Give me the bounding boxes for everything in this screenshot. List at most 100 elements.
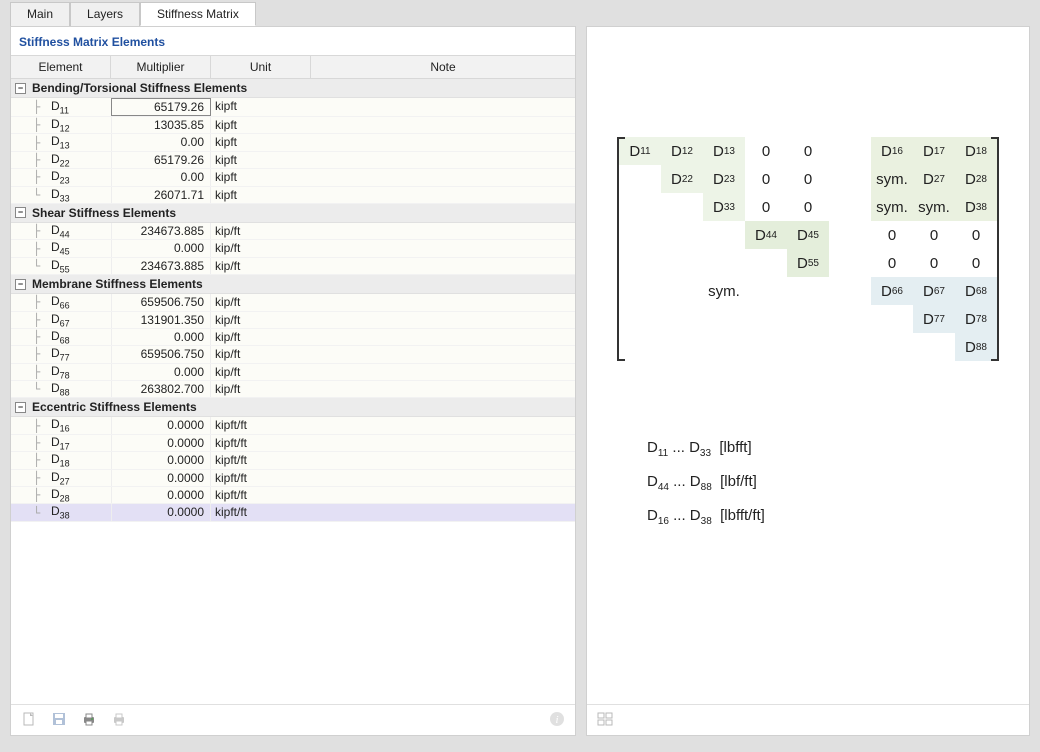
tab-main[interactable]: Main	[10, 2, 70, 26]
note-cell[interactable]	[311, 134, 575, 150]
save-button	[47, 709, 71, 731]
multiplier-cell[interactable]: 13035.85	[111, 117, 211, 133]
matrix-cell	[745, 333, 787, 361]
element-label: D12	[51, 117, 70, 133]
matrix-cell: 0	[913, 249, 955, 277]
multiplier-cell[interactable]: 0.0000	[111, 435, 211, 451]
group-row[interactable]: −Membrane Stiffness Elements	[11, 275, 575, 294]
unit-cell: kipft	[211, 117, 311, 133]
multiplier-cell[interactable]: 65179.26	[111, 98, 211, 116]
table-row[interactable]: ├D2265179.26kipft	[11, 152, 575, 169]
matrix-cell	[619, 221, 661, 249]
matrix-cell	[871, 333, 913, 361]
grid-body[interactable]: −Bending/Torsional Stiffness Elements├D1…	[11, 79, 575, 704]
table-row[interactable]: ├D280.0000kipft/ft	[11, 487, 575, 504]
matrix-cell	[829, 333, 871, 361]
collapse-icon[interactable]: −	[15, 279, 26, 290]
unit-cell: kipft/ft	[211, 487, 311, 503]
note-cell[interactable]	[311, 470, 575, 486]
matrix-cell: D28	[955, 165, 997, 193]
table-row[interactable]: ├D680.000kip/ft	[11, 329, 575, 346]
multiplier-cell[interactable]: 131901.350	[111, 312, 211, 328]
table-row[interactable]: ├D130.00kipft	[11, 134, 575, 151]
multiplier-cell[interactable]: 0.00	[111, 134, 211, 150]
note-cell[interactable]	[311, 187, 575, 203]
multiplier-cell[interactable]: 0.00	[111, 169, 211, 185]
multiplier-cell[interactable]: 0.0000	[111, 487, 211, 503]
table-row[interactable]: ├D1213035.85kipft	[11, 117, 575, 134]
table-row[interactable]: ├D180.0000kipft/ft	[11, 452, 575, 469]
table-row[interactable]: ├D66659506.750kip/ft	[11, 294, 575, 311]
collapse-icon[interactable]: −	[15, 402, 26, 413]
print-button[interactable]	[77, 709, 101, 731]
note-cell[interactable]	[311, 417, 575, 433]
group-row[interactable]: −Shear Stiffness Elements	[11, 204, 575, 223]
collapse-icon[interactable]: −	[15, 83, 26, 94]
collapse-icon[interactable]: −	[15, 207, 26, 218]
legend-row: D16 ... D38 [lbfft/ft]	[647, 499, 999, 533]
table-row[interactable]: ├D450.000kip/ft	[11, 240, 575, 257]
group-row[interactable]: −Bending/Torsional Stiffness Elements	[11, 79, 575, 98]
matrix-cell	[619, 249, 661, 277]
matrix-cell	[703, 221, 745, 249]
left-panel: Stiffness Matrix Elements Element Multip…	[10, 26, 576, 736]
note-cell[interactable]	[311, 117, 575, 133]
note-cell[interactable]	[311, 169, 575, 185]
multiplier-cell[interactable]: 0.000	[111, 364, 211, 380]
note-cell[interactable]	[311, 346, 575, 362]
multiplier-cell[interactable]: 659506.750	[111, 346, 211, 362]
element-label: D18	[51, 452, 70, 468]
note-cell[interactable]	[311, 452, 575, 468]
note-cell[interactable]	[311, 152, 575, 168]
multiplier-cell[interactable]: 0.0000	[111, 470, 211, 486]
matrix-cell: D33	[703, 193, 745, 221]
unit-cell: kip/ft	[211, 364, 311, 380]
note-cell[interactable]	[311, 294, 575, 310]
table-row[interactable]: ├D780.000kip/ft	[11, 364, 575, 381]
multiplier-cell[interactable]: 26071.71	[111, 187, 211, 203]
table-row[interactable]: ├D77659506.750kip/ft	[11, 346, 575, 363]
note-cell[interactable]	[311, 504, 575, 520]
note-cell[interactable]	[311, 364, 575, 380]
matrix-cell: sym.	[913, 193, 955, 221]
table-row[interactable]: ├D170.0000kipft/ft	[11, 435, 575, 452]
table-row[interactable]: ├D67131901.350kip/ft	[11, 312, 575, 329]
table-row[interactable]: └D55234673.885kip/ft	[11, 258, 575, 275]
info-button: i	[545, 709, 569, 731]
matrix-cell	[703, 333, 745, 361]
multiplier-cell[interactable]: 659506.750	[111, 294, 211, 310]
table-row[interactable]: ├D160.0000kipft/ft	[11, 417, 575, 434]
element-label: D78	[51, 364, 70, 380]
note-cell[interactable]	[311, 240, 575, 256]
multiplier-cell[interactable]: 0.0000	[111, 452, 211, 468]
multiplier-cell[interactable]: 263802.700	[111, 381, 211, 397]
right-panel: D11D12D1300D16D17D18D22D2300sym.D27D28D3…	[586, 26, 1030, 736]
tab-layers[interactable]: Layers	[70, 2, 140, 26]
note-cell[interactable]	[311, 435, 575, 451]
multiplier-cell[interactable]: 65179.26	[111, 152, 211, 168]
table-row[interactable]: ├D270.0000kipft/ft	[11, 470, 575, 487]
multiplier-cell[interactable]: 234673.885	[111, 258, 211, 274]
note-cell[interactable]	[311, 329, 575, 345]
note-cell[interactable]	[311, 98, 575, 116]
legend-row: D44 ... D88 [lbf/ft]	[647, 465, 999, 499]
multiplier-cell[interactable]: 0.000	[111, 240, 211, 256]
multiplier-cell[interactable]: 0.000	[111, 329, 211, 345]
table-row[interactable]: ├D1165179.26kipft	[11, 98, 575, 117]
group-row[interactable]: −Eccentric Stiffness Elements	[11, 398, 575, 417]
table-row[interactable]: └D88263802.700kip/ft	[11, 381, 575, 398]
note-cell[interactable]	[311, 487, 575, 503]
multiplier-cell[interactable]: 0.0000	[111, 504, 211, 520]
multiplier-cell[interactable]: 234673.885	[111, 223, 211, 239]
note-cell[interactable]	[311, 223, 575, 239]
element-label: D44	[51, 223, 70, 239]
multiplier-cell[interactable]: 0.0000	[111, 417, 211, 433]
note-cell[interactable]	[311, 381, 575, 397]
note-cell[interactable]	[311, 258, 575, 274]
table-row[interactable]: └D3326071.71kipft	[11, 187, 575, 204]
tab-stiffness-matrix[interactable]: Stiffness Matrix	[140, 2, 256, 26]
table-row[interactable]: ├D44234673.885kip/ft	[11, 223, 575, 240]
note-cell[interactable]	[311, 312, 575, 328]
table-row[interactable]: ├D230.00kipft	[11, 169, 575, 186]
table-row[interactable]: └D380.0000kipft/ft	[11, 504, 575, 521]
